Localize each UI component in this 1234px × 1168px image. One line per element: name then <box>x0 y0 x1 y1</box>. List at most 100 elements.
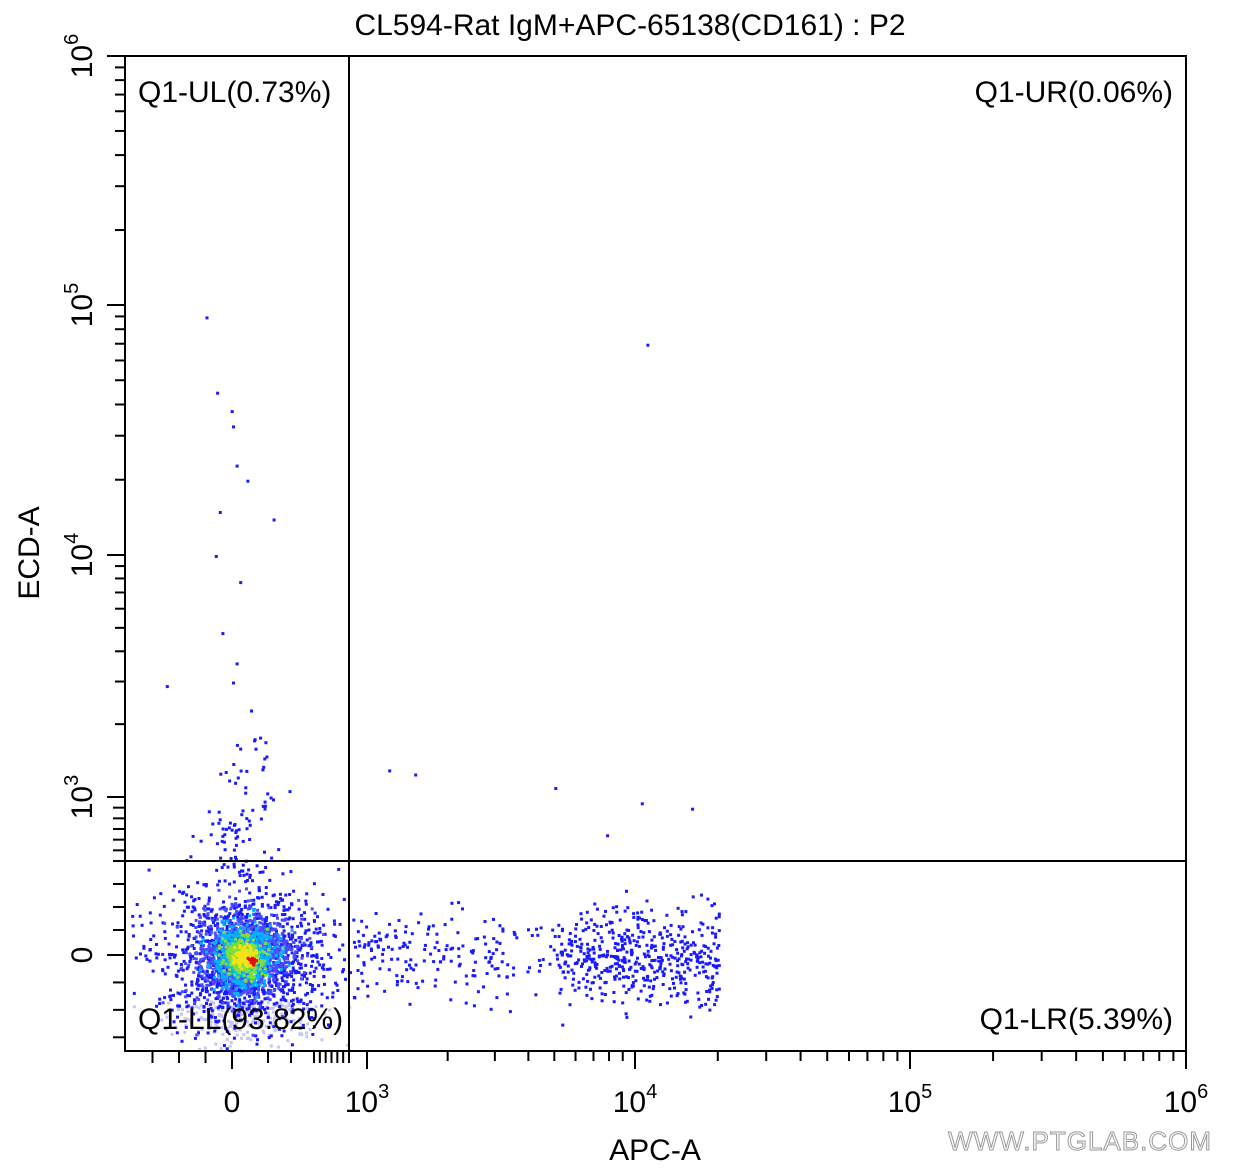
event-dot <box>208 939 212 943</box>
event-dot <box>247 924 251 928</box>
event-dot <box>225 1030 229 1033</box>
event-dot <box>381 959 385 963</box>
event-dot <box>227 914 230 918</box>
event-dot <box>222 983 226 987</box>
event-dot <box>298 1001 301 1005</box>
event-dot <box>176 1015 179 1019</box>
event-dot <box>252 908 255 912</box>
event-dot <box>221 834 225 838</box>
event-dot <box>613 977 617 981</box>
event-dot <box>211 961 215 965</box>
event-dot <box>283 960 287 964</box>
event-dot <box>214 1042 218 1046</box>
event-dot <box>280 918 284 922</box>
event-dot <box>692 941 695 945</box>
event-dot <box>396 980 399 983</box>
event-dot <box>238 889 241 893</box>
event-dot <box>263 968 267 972</box>
event-dot <box>699 955 703 959</box>
event-dot <box>268 922 272 925</box>
event-dot <box>240 982 244 986</box>
event-dot <box>274 975 278 979</box>
event-dot <box>187 933 191 936</box>
event-dot <box>224 1010 228 1014</box>
event-dot <box>285 965 289 969</box>
event-dot <box>303 917 307 921</box>
event-dot <box>257 988 261 992</box>
event-dot <box>647 930 651 934</box>
event-dot <box>210 979 214 983</box>
event-dot <box>302 1007 306 1011</box>
event-dot <box>155 1023 159 1027</box>
event-dot <box>203 914 207 918</box>
event-dot <box>393 929 397 933</box>
event-dot <box>299 1018 303 1022</box>
event-dot <box>196 1029 200 1033</box>
event-dot <box>541 958 545 962</box>
event-dot <box>249 990 253 994</box>
event-dot <box>639 989 643 993</box>
event-dot <box>281 995 285 999</box>
event-dot <box>603 993 607 996</box>
event-dot <box>209 909 213 913</box>
event-dot <box>245 1007 249 1011</box>
event-dot <box>234 902 238 906</box>
event-dot <box>684 988 688 992</box>
event-dot <box>565 953 569 957</box>
event-dot <box>220 1008 224 1012</box>
event-dot <box>264 948 268 952</box>
event-dot <box>262 925 266 928</box>
event-dot <box>256 977 260 981</box>
event-dot <box>214 959 217 963</box>
event-dot <box>591 945 595 949</box>
event-dot <box>230 946 234 950</box>
event-dot <box>188 952 192 956</box>
event-dot <box>274 946 278 950</box>
event-dot <box>263 757 267 761</box>
event-dot <box>222 919 226 923</box>
event-dot <box>259 928 263 932</box>
event-dot <box>268 967 272 971</box>
event-dot <box>192 970 196 974</box>
event-dot <box>276 961 280 964</box>
event-dot <box>311 1033 315 1036</box>
event-dot <box>611 906 615 910</box>
event-dot <box>176 934 180 938</box>
event-dot <box>241 809 245 813</box>
event-dot <box>585 993 589 997</box>
event-dot <box>244 791 248 795</box>
event-dot <box>239 747 243 751</box>
event-dot <box>194 951 198 955</box>
event-dot <box>318 930 322 934</box>
event-dot <box>570 949 574 953</box>
event-dot <box>259 952 263 956</box>
event-dot <box>693 973 697 977</box>
event-dot <box>395 974 399 978</box>
event-dot <box>251 970 255 974</box>
event-dot <box>501 951 505 955</box>
event-dot <box>579 946 583 950</box>
event-dot <box>653 944 657 948</box>
event-dot <box>218 1000 222 1004</box>
event-dot <box>661 947 665 951</box>
event-dot <box>646 343 650 347</box>
event-dot <box>199 1016 203 1020</box>
event-dot <box>237 961 241 965</box>
event-dot <box>309 943 313 947</box>
y-tick-label: 106 <box>61 34 99 79</box>
event-dot <box>237 912 241 916</box>
event-dot <box>249 927 253 931</box>
event-dot <box>245 923 249 927</box>
event-dot <box>335 983 339 987</box>
event-dot <box>250 1004 254 1008</box>
event-dot <box>217 821 221 825</box>
event-dot <box>291 1002 295 1006</box>
event-dot <box>236 939 240 943</box>
event-dot <box>435 940 439 944</box>
event-dot <box>217 979 221 983</box>
event-dot <box>246 907 250 911</box>
event-dot <box>273 1029 277 1033</box>
event-dot <box>600 992 604 996</box>
event-dot <box>434 978 438 982</box>
event-dot <box>665 1001 669 1005</box>
